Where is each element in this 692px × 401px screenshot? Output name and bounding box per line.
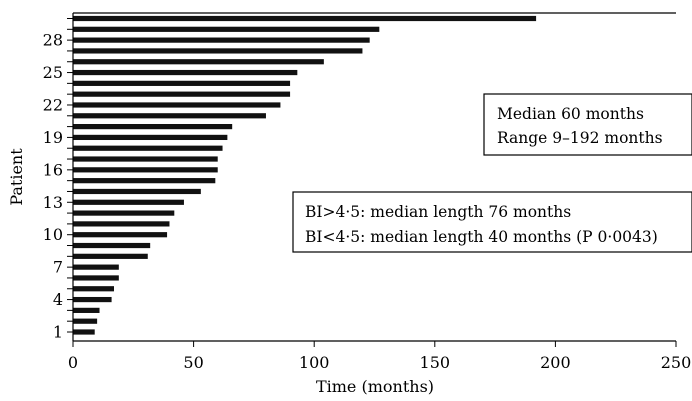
y-axis-title: Patient xyxy=(7,148,26,206)
bar-patient-18 xyxy=(73,145,223,151)
bar-patient-5 xyxy=(73,286,114,292)
x-tick-label: 250 xyxy=(661,353,692,372)
annotation-box-2-frame xyxy=(292,191,692,253)
bar-patient-7 xyxy=(73,264,119,270)
annotation-box-1: Median 60 months Range 9–192 months xyxy=(483,93,692,156)
y-tick-label: 25 xyxy=(43,63,63,82)
annotation-box-2-line-1: BI>4·5: median length 76 months xyxy=(305,203,571,221)
y-tick-label: 19 xyxy=(43,128,63,147)
bar-patient-29 xyxy=(73,26,380,32)
bar-patient-25 xyxy=(73,69,298,76)
bar-patient-1 xyxy=(73,329,95,335)
y-tick-label: 10 xyxy=(43,225,63,244)
bar-patient-24 xyxy=(73,80,291,86)
bar-patient-4 xyxy=(73,296,112,303)
y-tick-label: 22 xyxy=(43,95,63,114)
y-tick-label: 7 xyxy=(53,258,63,277)
y-tick-label: 16 xyxy=(43,160,63,179)
bar-patient-11 xyxy=(73,221,170,227)
bar-patient-10 xyxy=(73,232,168,238)
bar-patient-28 xyxy=(73,37,370,43)
bar-patient-22 xyxy=(73,102,281,108)
x-axis-title: Time (months) xyxy=(316,377,434,396)
y-tick-label: 4 xyxy=(53,290,63,309)
x-tick-label: 0 xyxy=(68,353,78,372)
bars-group xyxy=(73,15,537,335)
x-tick-label: 100 xyxy=(299,353,330,372)
bar-patient-13 xyxy=(73,199,184,205)
bar-patient-21 xyxy=(73,113,266,119)
annotation-box-2: BI>4·5: median length 76 months BI<4·5: … xyxy=(292,191,692,253)
y-ticks-group: 1 4 7 10 13 16 19 22 25 28 xyxy=(43,18,73,342)
bar-patient-16 xyxy=(73,167,218,173)
bar-patient-9 xyxy=(73,242,151,249)
bar-patient-3 xyxy=(73,307,100,313)
annotation-box-1-frame xyxy=(483,93,692,156)
x-tick-label: 150 xyxy=(420,353,451,372)
bar-patient-15 xyxy=(73,178,216,184)
bar-patient-12 xyxy=(73,210,175,216)
bar-patient-23 xyxy=(73,91,291,97)
annotation-box-2-line-2: BI<4·5: median length 40 months (P 0·004… xyxy=(305,228,658,246)
annotation-box-1-line-1: Median 60 months xyxy=(497,105,644,123)
bar-patient-27 xyxy=(73,48,363,54)
bar-patient-14 xyxy=(73,188,201,195)
bar-patient-26 xyxy=(73,59,324,65)
y-tick-label: 28 xyxy=(43,31,63,50)
y-tick-label: 13 xyxy=(43,193,63,212)
axes-group xyxy=(72,12,676,342)
x-ticks-group: 0 50 100 150 200 250 xyxy=(68,341,691,372)
bar-patient-6 xyxy=(73,275,119,281)
annotation-box-1-line-2: Range 9–192 months xyxy=(497,129,663,147)
bar-patient-30 xyxy=(73,15,537,22)
y-tick-label: 1 xyxy=(53,323,63,342)
x-tick-label: 50 xyxy=(183,353,203,372)
x-tick-label: 200 xyxy=(540,353,571,372)
bar-patient-2 xyxy=(73,318,98,324)
bar-patient-20 xyxy=(73,124,233,130)
bar-patient-19 xyxy=(73,134,228,141)
bar-patient-17 xyxy=(73,156,218,162)
bar-patient-8 xyxy=(73,253,148,259)
